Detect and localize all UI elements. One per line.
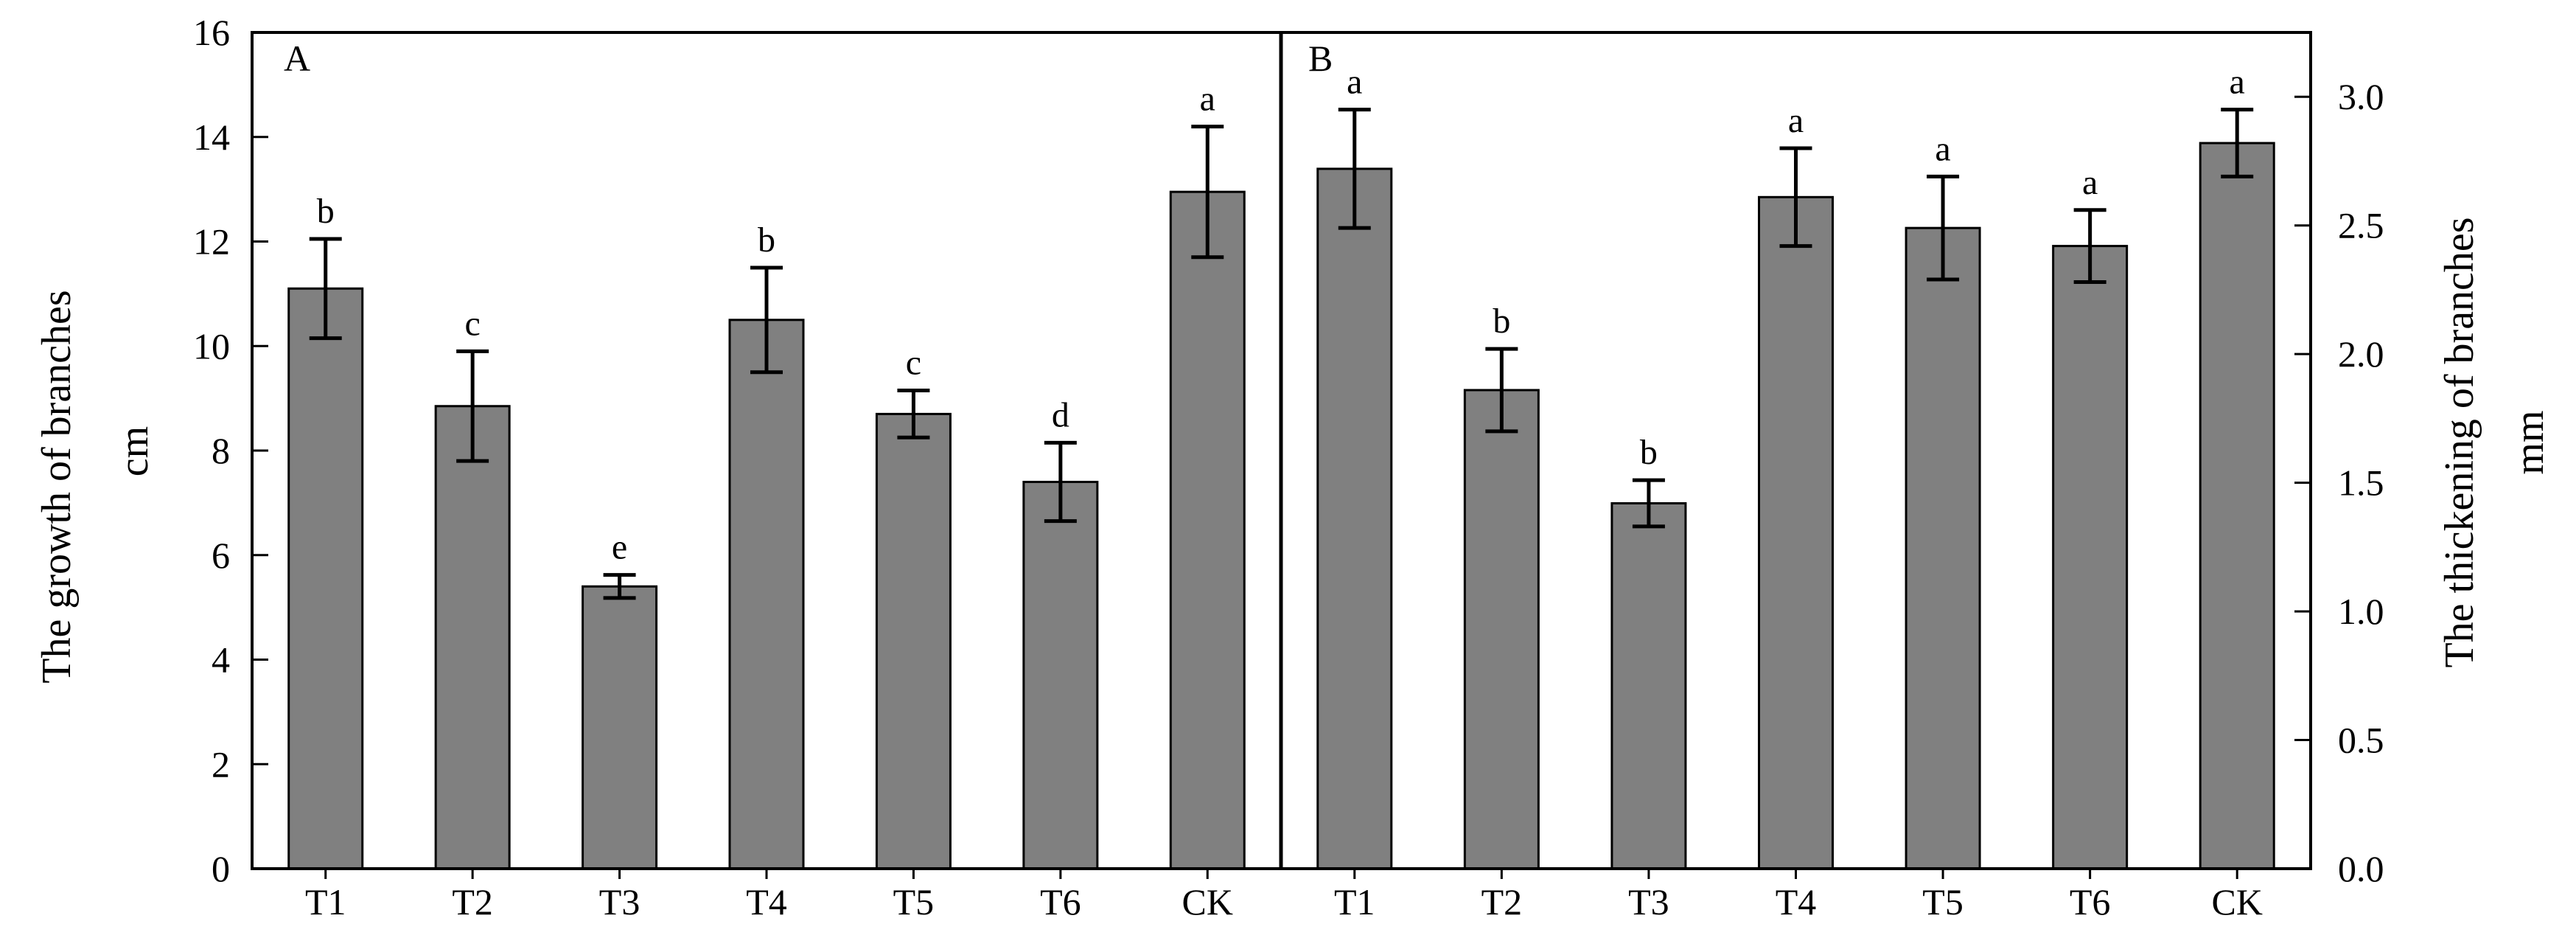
panel-b-significance-letter: a	[1347, 63, 1362, 102]
panel-a-y-tick-label: 4	[212, 639, 230, 681]
panel-a-y-tick-label: 0	[212, 848, 230, 889]
panel-a-significance-letter: e	[612, 528, 627, 567]
panel-a-y-axis-unit: cm	[111, 426, 157, 476]
panel-b-label: B	[1308, 38, 1333, 79]
panel-b-y-axis-unit: mm	[2507, 410, 2552, 474]
panel-b-y-tick-label: 0.0	[2338, 848, 2384, 889]
panel-a-y-tick-label: 12	[193, 221, 230, 263]
panel-a-significance-letter: b	[758, 220, 775, 260]
panel-b-significance-letter: a	[1788, 101, 1804, 140]
panel-a-y-tick-label: 16	[193, 12, 230, 53]
panel-a-category-label: CK	[1182, 881, 1233, 923]
panel-b-bar	[1610, 502, 1687, 870]
panel-a-y-axis-title: The growth of branches	[34, 290, 80, 683]
panel-b-y-tick-label: 3.0	[2338, 76, 2384, 117]
panel-b-bar	[1316, 167, 1393, 870]
panel-a: A b T1 c T2 e T3 b T4 c T5 d T6 a CK 0 2 4 6 8 10 12 14 16 The…	[34, 12, 1246, 923]
panel-b-y-tick-label: 1.0	[2338, 591, 2384, 632]
panel-b-marks: a T1 b T2 b T3 a T4 a T5 a T6 a CK 0.0 0.5 1.0 1.5 2.0 2.5 3…	[1316, 63, 2384, 923]
panel-b: B a T1 b T2 b T3 a T4 a T5 a T6 a CK 0.0 0.5 1.0 1.5 2.0 2.…	[1308, 38, 2552, 923]
panel-b-significance-letter: a	[2230, 63, 2245, 102]
panel-a-category-label: T4	[746, 881, 787, 923]
panel-a-bar	[1022, 481, 1099, 870]
panel-a-bar	[434, 405, 511, 870]
panel-b-category-label: T3	[1628, 881, 1669, 923]
panel-b-significance-letter: b	[1493, 302, 1510, 341]
panel-a-y-tick-label: 10	[193, 325, 230, 366]
panel-a-category-label: T2	[452, 881, 493, 923]
panel-a-category-label: T6	[1040, 881, 1081, 923]
panel-b-y-axis-title: The thickening of branches	[2437, 217, 2482, 667]
panel-b-significance-letter: b	[1640, 433, 1658, 472]
panel-b-bar	[1463, 389, 1540, 870]
panel-a-significance-letter: c	[906, 343, 921, 382]
panel-b-category-label: CK	[2211, 881, 2262, 923]
panel-a-bar	[582, 585, 658, 870]
panel-b-significance-letter: a	[1935, 129, 1950, 168]
panel-b-category-label: T4	[1776, 881, 1817, 923]
panel-b-category-label: T1	[1334, 881, 1375, 923]
panel-b-bar	[1758, 195, 1834, 870]
panel-a-bar	[287, 287, 364, 870]
panel-b-category-label: T5	[1922, 881, 1964, 923]
panel-a-y-tick-label: 8	[212, 430, 230, 471]
panel-a-significance-letter: d	[1052, 395, 1069, 434]
panel-b-y-tick-label: 0.5	[2338, 720, 2384, 761]
panel-a-marks: b T1 c T2 e T3 b T4 c T5 d T6 a CK 0 2 4 6 8 10 12 14 16	[193, 12, 1246, 923]
panel-b-y-tick-label: 2.0	[2338, 333, 2384, 375]
panel-a-significance-letter: b	[317, 192, 335, 231]
panel-a-category-label: T5	[893, 881, 935, 923]
panel-a-label: A	[284, 38, 310, 79]
panel-b-significance-letter: a	[2082, 163, 2098, 202]
panel-a-category-label: T1	[305, 881, 346, 923]
panel-a-y-tick-label: 2	[212, 743, 230, 785]
panel-a-bar	[728, 319, 805, 870]
panel-a-category-label: T3	[599, 881, 640, 923]
panel-b-y-tick-label: 1.5	[2338, 462, 2384, 504]
panel-a-y-tick-label: 14	[193, 117, 230, 158]
panel-a-bar	[875, 412, 952, 870]
panel-a-bar	[1169, 190, 1246, 870]
panel-b-bar	[2052, 245, 2129, 870]
panel-b-category-label: T2	[1481, 881, 1523, 923]
panel-b-y-tick-label: 2.5	[2338, 205, 2384, 246]
panel-b-category-label: T6	[2070, 881, 2111, 923]
panel-b-bar	[2199, 142, 2275, 870]
panel-a-y-tick-label: 6	[212, 535, 230, 576]
panel-a-significance-letter: a	[1200, 80, 1215, 119]
panel-a-significance-letter: c	[464, 304, 480, 343]
panel-b-bar	[1905, 226, 1981, 870]
